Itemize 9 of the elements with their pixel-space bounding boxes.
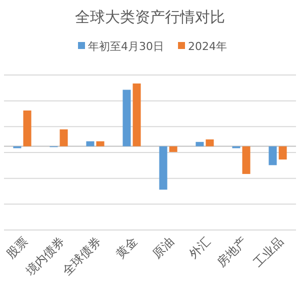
legend-label: 年初至4月30日 — [88, 40, 164, 53]
category-label: 外汇 — [186, 234, 213, 262]
category-label: 黄金 — [113, 234, 140, 262]
category-label: 工业品 — [250, 234, 286, 270]
category-label: 房地产 — [214, 234, 250, 270]
legend-label: 2024年 — [188, 40, 227, 53]
category-label: 股票 — [4, 234, 30, 262]
title: 全球大类资产行情对比 — [75, 8, 225, 26]
category-label: 原油 — [150, 234, 176, 262]
